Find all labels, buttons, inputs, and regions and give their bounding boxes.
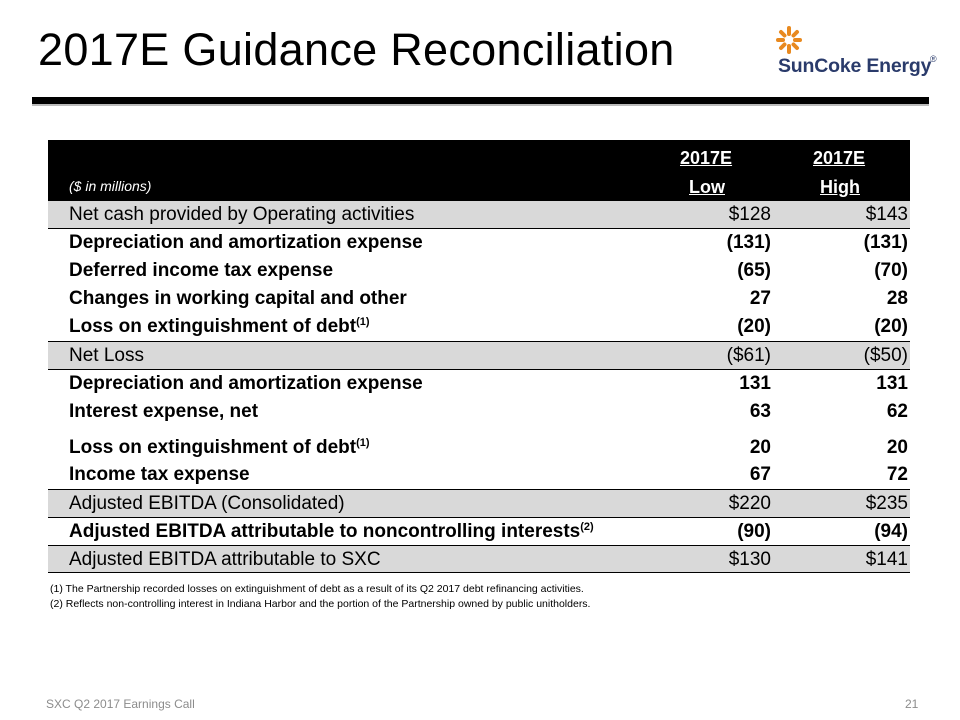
table-row: Adjusted EBITDA (Consolidated) $220 $235	[48, 489, 910, 518]
row-label: Deferred income tax expense	[69, 260, 333, 282]
reconciliation-table: 2017E 2017E ($ in millions) Low High Net…	[48, 140, 910, 573]
row-label: Adjusted EBITDA (Consolidated)	[69, 493, 345, 515]
footnote-ref: (1)	[356, 316, 370, 328]
low-value: $128	[728, 204, 771, 225]
low-value: (20)	[737, 316, 771, 337]
table-row: Income tax expense 67 72	[48, 461, 910, 489]
table-row: Net Loss ($61) ($50)	[48, 341, 910, 370]
logo-wordmark: SunCoke Energy	[778, 55, 932, 77]
low-value: $220	[728, 493, 771, 514]
table-header: 2017E 2017E ($ in millions) Low High	[48, 140, 910, 201]
table-body: Net cash provided by Operating activitie…	[48, 201, 910, 573]
table-row: Net cash provided by Operating activitie…	[48, 201, 910, 229]
high-value: 28	[886, 288, 908, 309]
footer-event: SXC Q2 2017 Earnings Call	[46, 697, 195, 711]
row-label-text: Interest expense, net	[69, 401, 259, 422]
page-number: 21	[905, 697, 919, 711]
row-label: Loss on extinguishment of debt(1)	[69, 316, 370, 338]
registered-mark: ®	[930, 54, 937, 64]
low-value: 131	[739, 373, 771, 394]
low-value: 27	[749, 288, 771, 309]
title-divider	[32, 97, 929, 104]
col-low-year: 2017E	[680, 148, 733, 168]
high-value: 131	[876, 373, 908, 394]
row-label-text: Adjusted EBITDA attributable to noncontr…	[69, 521, 581, 542]
high-value: $235	[865, 493, 908, 514]
high-value: ($50)	[863, 345, 908, 366]
row-label-text: Net cash provided by Operating activitie…	[69, 204, 415, 225]
table-row: Interest expense, net 63 62	[48, 398, 910, 426]
row-label: Net Loss	[69, 345, 144, 367]
footnote-ref: (1)	[356, 437, 370, 449]
row-label-text: Adjusted EBITDA attributable to SXC	[69, 549, 381, 570]
low-value: ($61)	[726, 345, 771, 366]
low-value: 67	[749, 464, 771, 485]
high-value: (70)	[874, 260, 908, 281]
low-value: 20	[749, 437, 771, 458]
row-label-text: Loss on extinguishment of debt	[69, 437, 357, 458]
sun-rays-icon	[776, 26, 802, 54]
col-high-year: 2017E	[813, 148, 866, 168]
high-value: (94)	[874, 521, 908, 542]
footnote-1: (1) The Partnership recorded losses on e…	[50, 583, 584, 595]
table-row: Depreciation and amortization expense 131…	[48, 370, 910, 398]
table-row: Changes in working capital and other 27 28	[48, 285, 910, 313]
row-label-text: Income tax expense	[69, 464, 250, 485]
table-row: Loss on extinguishment of debt(1) 20 20	[48, 426, 910, 461]
row-label: Depreciation and amortization expense	[69, 232, 423, 254]
row-label: Changes in working capital and other	[69, 288, 407, 310]
high-value: (20)	[874, 316, 908, 337]
table-row: Loss on extinguishment of debt(1) (20) (20…	[48, 313, 910, 341]
high-value: $143	[865, 204, 908, 225]
units-label: ($ in millions)	[69, 178, 152, 194]
low-value: (131)	[726, 232, 771, 253]
low-value: $130	[728, 549, 771, 570]
row-label: Income tax expense	[69, 464, 250, 486]
row-label-text: Net Loss	[69, 345, 144, 366]
row-label: Interest expense, net	[69, 401, 258, 423]
row-label-text: Changes in working capital and other	[69, 288, 407, 309]
row-label-text: Depreciation and amortization expense	[69, 232, 423, 253]
company-logo: SunCoke Energy ®	[776, 26, 946, 82]
page-title: 2017E Guidance Reconciliation	[38, 24, 675, 75]
row-label: Net cash provided by Operating activitie…	[69, 204, 414, 226]
col-low-label: Low	[689, 177, 725, 197]
table-row: Depreciation and amortization expense (13…	[48, 229, 910, 257]
table-row: Adjusted EBITDA attributable to noncontr…	[48, 518, 910, 545]
row-label-text: Adjusted EBITDA (Consolidated)	[69, 493, 345, 514]
row-label: Adjusted EBITDA attributable to noncontr…	[69, 521, 594, 543]
footnote-ref: (2)	[580, 521, 594, 533]
high-value: 72	[886, 464, 908, 485]
row-label: Adjusted EBITDA attributable to SXC	[69, 549, 381, 571]
row-label-text: Depreciation and amortization expense	[69, 373, 423, 394]
high-value: 62	[886, 401, 908, 422]
row-label-text: Deferred income tax expense	[69, 260, 334, 281]
row-label: Loss on extinguishment of debt(1)	[69, 437, 370, 459]
row-label: Depreciation and amortization expense	[69, 373, 423, 395]
high-value: 20	[886, 437, 908, 458]
table-row: Adjusted EBITDA attributable to SXC $130 $…	[48, 545, 910, 573]
footnotes: (1) The Partnership recorded losses on e…	[50, 582, 590, 612]
low-value: 63	[749, 401, 771, 422]
low-value: (65)	[737, 260, 771, 281]
low-value: (90)	[737, 521, 771, 542]
footnote-2: (2) Reflects non-controlling interest in…	[50, 598, 591, 610]
row-label-text: Loss on extinguishment of debt	[69, 316, 357, 337]
title-divider-shadow	[32, 104, 929, 106]
high-value: $141	[865, 549, 908, 570]
col-high-label: High	[820, 177, 860, 197]
high-value: (131)	[863, 232, 908, 253]
table-row: Deferred income tax expense (65) (70)	[48, 257, 910, 285]
